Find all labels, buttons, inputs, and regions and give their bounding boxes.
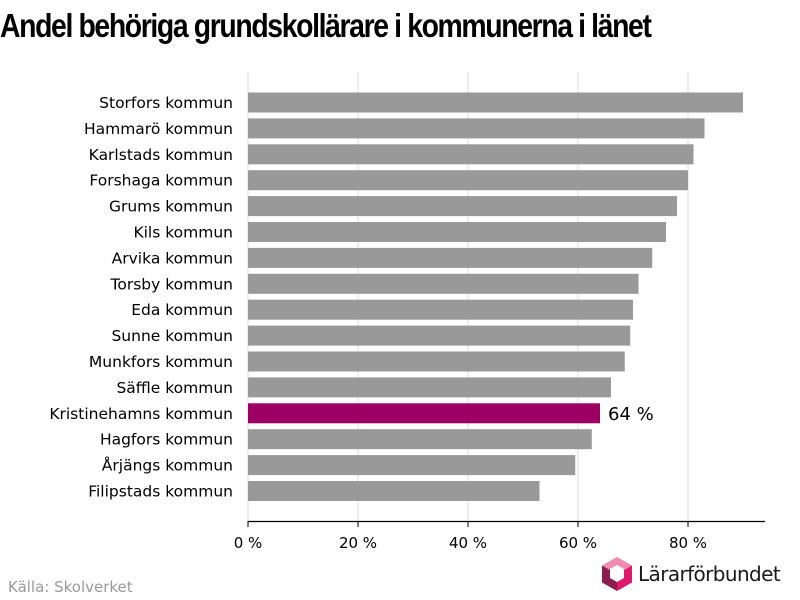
category-label: Karlstads kommun [89,146,233,164]
bar [248,325,631,346]
category-label: Säffle kommun [116,379,233,397]
grid-lines [247,72,689,521]
category-label: Hammarö kommun [84,120,233,138]
bar [248,170,688,191]
bar [248,144,694,165]
category-label: Forshaga kommun [89,172,233,190]
bar [248,481,540,501]
category-label: Eda kommun [131,301,233,319]
x-tick-label: 60 % [559,534,597,552]
logo-wordmark: Lärarförbundet [638,562,781,586]
category-label: Torsby kommun [110,275,233,293]
category-label: Kils kommun [133,224,233,242]
source-note: Källa: Skolverket [8,578,133,596]
category-labels: Storfors kommun Hammarö kommun Karlstads k… [49,94,233,501]
annotations: 64 % [608,404,654,425]
bar [248,247,653,268]
category-label: Årjängs kommun [102,456,233,475]
x-tick-label: 20 % [339,534,377,552]
bar [248,377,611,398]
bar [248,118,705,139]
bar-highlight [248,403,600,424]
category-label: Sunne kommun [111,327,233,345]
category-label: Kristinehamns kommun [49,405,233,423]
category-label: Hagfors kommun [100,431,233,449]
value-annotation: 64 % [608,404,654,425]
category-label: Munkfors kommun [89,353,233,371]
category-label: Storfors kommun [99,94,233,112]
bar [248,455,576,476]
bar [248,196,677,217]
bar [248,299,633,320]
chart-title: Andel behöriga grundskollärare i kommune… [0,7,652,44]
bar [248,429,592,450]
x-tick-label: 80 % [669,534,707,552]
category-label: Arvika kommun [112,249,233,267]
bars [248,92,743,501]
bar [248,351,625,372]
lararforbundet-logo: Lärarförbundet [600,556,781,592]
category-label: Grums kommun [109,198,233,216]
x-tick-label: 40 % [449,534,487,552]
bar [248,273,639,294]
category-label: Filipstads kommun [88,483,233,501]
bar [248,92,743,113]
x-axis: 0 % 20 % 40 % 60 % 80 % [234,520,765,552]
lararforbundet-logo-icon [602,557,632,591]
bar [248,222,666,242]
x-tick-label: 0 % [234,534,263,552]
